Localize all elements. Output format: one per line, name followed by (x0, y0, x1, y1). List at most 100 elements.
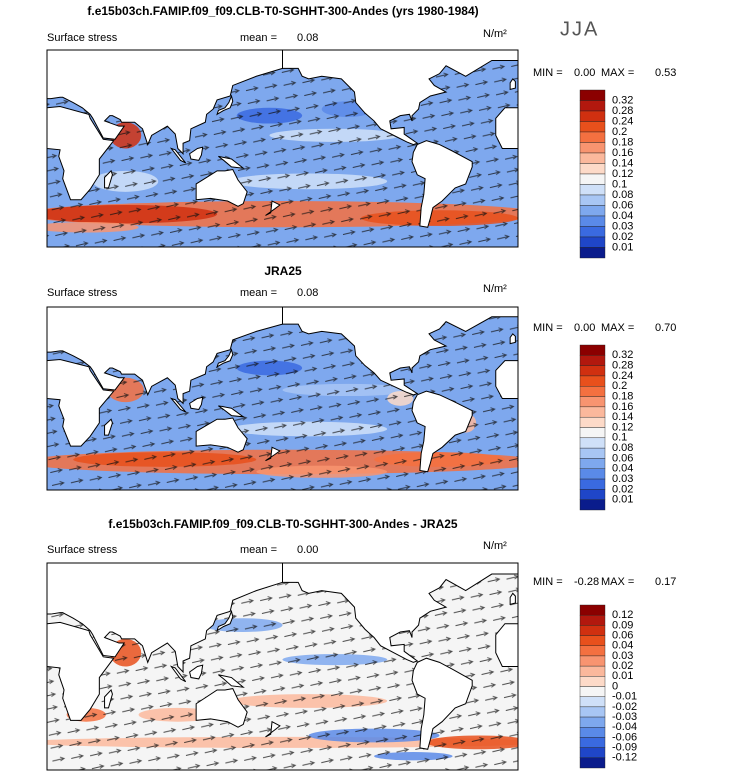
continent (47, 50, 283, 155)
continent (104, 169, 113, 189)
continent (495, 360, 518, 399)
colorbar-label: 0.14 (612, 411, 633, 423)
colorbar-label: 0.32 (612, 94, 633, 106)
colorbar-box (579, 131, 606, 143)
colorbar-label: 0.06 (612, 199, 633, 211)
mean-value: 0.08 (297, 32, 318, 44)
max-value: 0.70 (655, 322, 676, 334)
colorbar-box (579, 100, 606, 112)
min-value: 0.00 (574, 322, 595, 334)
colorbar-box (579, 676, 606, 687)
colorbar-box (579, 173, 606, 185)
continent (509, 592, 516, 606)
colorbar-label: -0.06 (612, 731, 637, 743)
colorbar-box (579, 706, 606, 718)
units-label: N/m² (483, 540, 507, 552)
map-frame (46, 562, 519, 771)
continent (189, 396, 204, 411)
colorbar-label: 0.24 (612, 370, 633, 382)
continent (282, 50, 518, 146)
colorbar-box (579, 184, 606, 196)
colorbar-box (579, 489, 606, 500)
colorbar-box (579, 355, 606, 366)
colorbar-label: 0.14 (612, 157, 633, 169)
continent (282, 307, 518, 396)
map (47, 50, 518, 247)
colorbar-label: -0.03 (612, 711, 637, 723)
colorbar-label: 0.03 (612, 473, 633, 485)
mean-value: 0.08 (297, 287, 318, 299)
colorbar-label: 0.09 (612, 619, 633, 631)
colorbar-box (579, 635, 606, 646)
colorbar-label: 0.12 (612, 609, 633, 621)
colorbar-label: 0.01 (612, 494, 633, 506)
colorbar-label: 0.01 (612, 670, 633, 682)
max-label: MAX = (601, 322, 634, 334)
colorbar-box (579, 468, 606, 480)
colorbar-box (579, 727, 606, 738)
colorbar-box (579, 365, 606, 377)
colorbar-label: -0.04 (612, 721, 637, 733)
colorbar-box (579, 215, 606, 227)
mean-label: mean = (240, 32, 277, 44)
map-frame (46, 49, 519, 248)
colorbar-label: 0.1 (612, 178, 627, 190)
colorbar-label: 0.08 (612, 442, 633, 454)
continent (189, 146, 204, 161)
colorbar-label: -0.02 (612, 701, 637, 713)
colorbar-box (579, 499, 606, 511)
min-value: -0.28 (574, 576, 599, 588)
variable-label: Surface stress (47, 287, 118, 299)
colorbar-label: 0.16 (612, 401, 633, 413)
colorbar-label: 0.04 (612, 210, 633, 222)
colorbar-box (579, 757, 606, 769)
colorbar-label: 0.18 (612, 136, 633, 148)
panel: f.e15b03ch.FAMIP.f09_f09.CLB-T0-SGHHT-30… (46, 517, 676, 771)
colorbar-box (579, 375, 606, 387)
map (47, 563, 518, 770)
colorbar-box (579, 163, 606, 175)
colorbar-box (579, 226, 606, 238)
continent (218, 155, 245, 169)
colorbar-box (579, 747, 606, 759)
colorbar-box (579, 247, 606, 259)
colorbar-box (579, 686, 606, 697)
mean-label: mean = (240, 287, 277, 299)
min-label: MIN = (533, 322, 563, 334)
colorbar-label: 0.32 (612, 349, 633, 361)
min-label: MIN = (533, 67, 563, 79)
continent (218, 674, 245, 688)
panel-title: f.e15b03ch.FAMIP.f09_f09.CLB-T0-SGHHT-30… (87, 4, 478, 18)
colorbar-label: 0.12 (612, 421, 633, 433)
colorbar-label: 0.02 (612, 231, 633, 243)
continent (495, 107, 518, 149)
continent (495, 623, 518, 667)
continent (47, 358, 115, 447)
continent (265, 720, 281, 738)
max-label: MAX = (601, 576, 634, 588)
colorbar-label: 0.18 (612, 390, 633, 402)
continent (265, 200, 281, 216)
max-value: 0.53 (655, 67, 676, 79)
panel-title: f.e15b03ch.FAMIP.f09_f09.CLB-T0-SGHHT-30… (108, 517, 458, 531)
colorbar-label: 0.06 (612, 629, 633, 641)
colorbar-label: 0.12 (612, 168, 633, 180)
variable-label: Surface stress (47, 544, 118, 556)
colorbar-label: 0.2 (612, 126, 627, 138)
colorbar-box (579, 205, 606, 217)
continent (218, 405, 246, 418)
continent (47, 307, 283, 405)
colorbar-label: 0.24 (612, 115, 633, 127)
colorbar-box (579, 665, 606, 677)
colorbar-box (579, 427, 606, 439)
continent (509, 333, 516, 345)
continent (47, 621, 115, 721)
colorbar-box (579, 344, 606, 356)
units-label: N/m² (483, 283, 507, 295)
colorbar-box (579, 458, 606, 469)
continent (509, 78, 516, 91)
continent (47, 563, 283, 674)
continent (282, 563, 518, 663)
colorbar-label: 0.03 (612, 650, 633, 662)
